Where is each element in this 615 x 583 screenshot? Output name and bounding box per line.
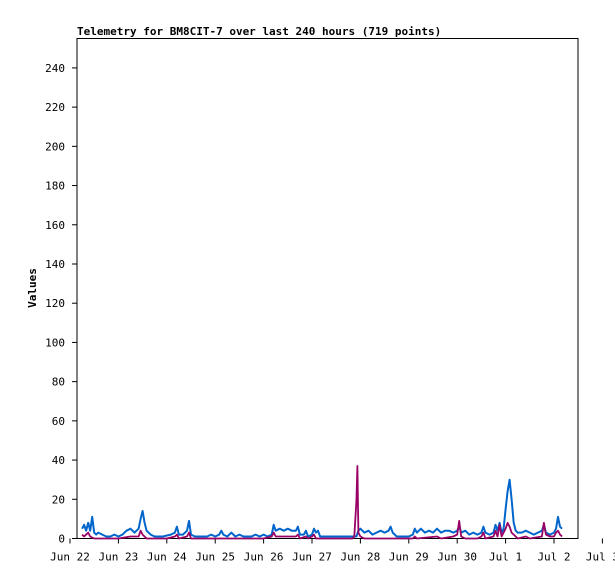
- y-tick-label: 20: [52, 493, 65, 506]
- y-tick-label: 80: [52, 376, 65, 389]
- y-tick-label: 160: [45, 219, 65, 232]
- y-axis: 0 20 40 60 80 100 120 140 160 180 200 220 240: [45, 62, 77, 546]
- x-tick-label: Jun 29: [389, 551, 429, 564]
- y-tick-label: 180: [45, 180, 65, 193]
- x-tick-label: Jun 30: [437, 551, 477, 564]
- y-tick-label: 200: [45, 140, 65, 153]
- x-tick-label: Jun 23: [99, 551, 139, 564]
- y-tick-label: 0: [58, 533, 65, 546]
- y-axis-label: Values: [26, 268, 39, 308]
- x-axis: Jun 22 Jun 23 Jun 24 Jun 25 Jun 26 Jun 27 Jun …: [50, 538, 615, 564]
- x-tick-label: Jun 28: [341, 551, 381, 564]
- series-1-line: [81, 478, 563, 538]
- y-tick-label: 40: [52, 454, 65, 467]
- y-tick-label: 240: [45, 62, 65, 75]
- y-tick-label: 140: [45, 258, 65, 271]
- x-tick-label: Jul 1: [489, 551, 522, 564]
- y-tick-label: 60: [52, 415, 65, 428]
- x-tick-label: Jun 25: [195, 551, 235, 564]
- x-tick-label: Jun 22: [50, 551, 90, 564]
- chart-title: Telemetry for BM8CIT-7 over last 240 hou…: [77, 25, 441, 38]
- series-2-line: [81, 465, 563, 540]
- y-tick-label: 220: [45, 101, 65, 114]
- plot-frame: [76, 38, 579, 539]
- x-tick-label: Jul 2: [537, 551, 570, 564]
- series-layer: [81, 465, 563, 540]
- x-tick-label: Jun 24: [147, 551, 187, 564]
- x-tick-label: Jul 3: [586, 551, 615, 564]
- x-tick-label: Jun 27: [292, 551, 332, 564]
- y-tick-label: 120: [45, 297, 65, 310]
- y-tick-label: 100: [45, 336, 65, 349]
- x-tick-label: Jun 26: [244, 551, 284, 564]
